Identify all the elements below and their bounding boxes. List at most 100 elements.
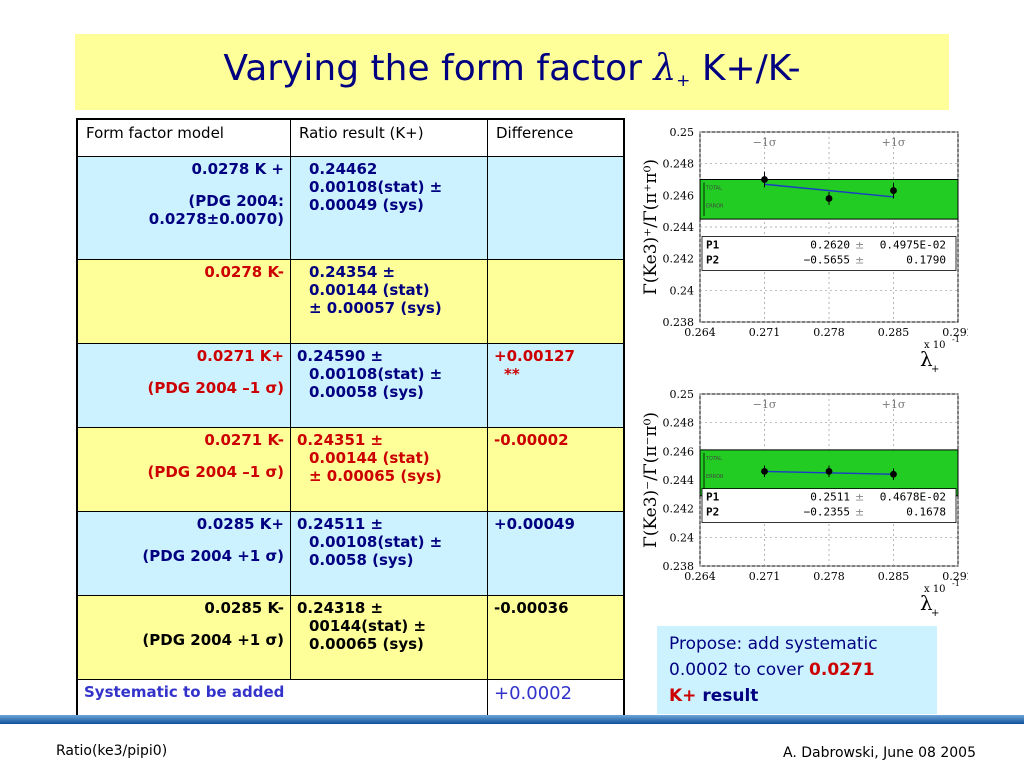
fit-param-name: P1	[706, 491, 720, 504]
model-note: (PDG 2004 +1 σ)	[142, 547, 284, 565]
y-tick-label: 0.248	[663, 417, 695, 430]
table-row: 0.0278 K- 0.24354 ±0.00144 (stat) ± 0.000…	[76, 259, 625, 344]
propose-line1: Propose: add systematic	[669, 634, 878, 654]
y-axis-label: Γ(Ke3)⁻/Γ(π⁻π⁰)	[641, 412, 661, 548]
x-tick-label: 0.292	[942, 570, 968, 583]
propose-line3-value: K+	[669, 686, 697, 706]
table-row: 0.0278 K + (PDG 2004: 0.0278±0.0070) 0.24…	[76, 156, 625, 260]
sigma-label: +1σ	[882, 398, 906, 411]
x-axis-label: λ	[920, 347, 933, 371]
x-tick-label: 0.264	[684, 326, 716, 339]
fit-param-error: 0.1790	[906, 254, 946, 267]
table-row: 0.0271 K+ (PDG 2004 –1 σ) 0.24590 ±0.0010…	[76, 343, 625, 428]
model-cell: 0.0285 K- (PDG 2004 +1 σ)	[76, 595, 291, 680]
ratio-sys: ± 0.00057 (sys)	[309, 299, 442, 317]
band-label: ERROR	[706, 474, 724, 480]
difference-cell: -0.00002	[487, 427, 625, 512]
model-value: 0.0271 K+	[196, 347, 284, 365]
ratio-sys: 0.00049 (sys)	[309, 196, 424, 214]
model-value: 0.0278 K-	[204, 263, 284, 281]
model-note: (PDG 2004 +1 σ)	[142, 631, 284, 649]
fit-param-name: P2	[706, 506, 719, 519]
fit-param-pm: ±	[855, 254, 864, 267]
model-value: 0.0278 K +	[191, 160, 284, 178]
sigma-label: −1σ	[753, 398, 777, 411]
difference-value: -0.00002	[494, 431, 569, 449]
fit-params-box	[701, 488, 957, 523]
y-axis-label: Γ(Ke3)⁺/Γ(π⁺π⁰)	[641, 159, 661, 295]
table-row: 0.0271 K- (PDG 2004 –1 σ) 0.24351 ±0.0014…	[76, 427, 625, 512]
fit-param-value: 0.2620	[810, 239, 850, 252]
fit-line	[764, 183, 894, 198]
x-multiplier-exp: -1	[952, 579, 960, 588]
y-tick-label: 0.244	[663, 221, 695, 234]
x-tick-label: 0.271	[749, 570, 781, 583]
fit-param-pm: ±	[855, 506, 864, 519]
model-cell: 0.0285 K+ (PDG 2004 +1 σ)	[76, 511, 291, 596]
y-tick-label: 0.25	[670, 126, 695, 139]
model-value: 0.0285 K-	[204, 599, 284, 617]
y-tick-label: 0.248	[663, 158, 695, 171]
x-tick-label: 0.285	[878, 326, 910, 339]
x-tick-label: 0.292	[942, 326, 968, 339]
kplus-ratio-plot: TOTAL ERROR −1σ +1σ P1 0.2620 ±0.4975E-02 P2 −0.…	[641, 126, 968, 375]
propose-line2-value: 0.0271	[809, 660, 875, 680]
band-label: TOTAL	[705, 456, 722, 462]
ratio-cell: 0.24511 ±0.00108(stat) ±0.0058 (sys)	[290, 511, 488, 596]
title-box: Varying the form factor λ+ K+/K-	[75, 34, 949, 110]
x-multiplier-exp: -1	[952, 335, 960, 344]
ratio-cell: 0.24318 ±00144(stat) ±0.00065 (sys)	[290, 595, 488, 680]
y-tick-label: 0.238	[663, 560, 695, 573]
fit-param-pm: ±	[855, 491, 864, 504]
x-tick-label: 0.264	[684, 570, 716, 583]
ratio-sys: 0.00058 (sys)	[309, 383, 424, 401]
difference-cell: -0.00036	[487, 595, 625, 680]
band-label: TOTAL	[705, 186, 722, 192]
difference-cell	[487, 156, 625, 260]
x-axis-label-sub: +	[931, 364, 939, 375]
header-ratio: Ratio result (K+)	[290, 118, 488, 157]
x-axis-label-sub: +	[931, 608, 939, 619]
x-tick-label: 0.278	[813, 570, 845, 583]
fit-param-error: 0.1678	[906, 506, 946, 519]
table-row: 0.0285 K- (PDG 2004 +1 σ) 0.24318 ±00144(…	[76, 595, 625, 680]
ratio-value: 0.24511 ±	[297, 515, 384, 533]
sigma-label: −1σ	[753, 136, 777, 149]
model-cell: 0.0271 K- (PDG 2004 –1 σ)	[76, 427, 291, 512]
fit-param-name: P2	[706, 254, 719, 267]
kminus-ratio-plot: TOTAL ERROR −1σ +1σ P1 0.2511 ±0.4678E-02 P2 −0.…	[641, 388, 968, 619]
y-tick-label: 0.24	[670, 531, 695, 544]
ratio-sys: ± 0.00065 (sys)	[309, 467, 442, 485]
ratio-value: 0.24318 ±	[297, 599, 384, 617]
band-label: ERROR	[706, 204, 724, 210]
propose-box: Propose: add systematic 0.0002 to cover …	[657, 626, 937, 714]
x-tick-label: 0.278	[813, 326, 845, 339]
title-tail: K+/K-	[690, 48, 801, 89]
model-value: 0.0285 K+	[196, 515, 284, 533]
ratio-value: 0.24462	[309, 160, 378, 178]
ratio-value: 0.24351 ±	[297, 431, 384, 449]
difference-cell: +0.00127 **	[487, 343, 625, 428]
ratio-stat: 00144(stat) ±	[309, 617, 427, 635]
difference-value: +0.00049	[494, 515, 575, 533]
ratio-value: 0.24354 ±	[309, 263, 396, 281]
footer-left: Ratio(ke3/pipi0)	[56, 743, 168, 759]
x-axis-label: λ	[920, 591, 933, 615]
y-tick-label: 0.246	[663, 189, 695, 202]
model-cell: 0.0271 K+ (PDG 2004 –1 σ)	[76, 343, 291, 428]
ratio-cell: 0.24354 ±0.00144 (stat) ± 0.00057 (sys)	[290, 259, 488, 344]
ratio-cell: 0.24462 0.00108(stat) ±0.00049 (sys)	[290, 156, 488, 260]
x-multiplier: x 10	[924, 340, 946, 351]
propose-line2-text: 0.0002 to cover	[669, 660, 810, 680]
fit-param-pm: ±	[855, 239, 864, 252]
systematic-value: +0.0002	[487, 679, 625, 716]
ratio-stat: 0.00144 (stat)	[309, 281, 430, 299]
y-tick-label: 0.246	[663, 445, 695, 458]
x-tick-label: 0.271	[749, 326, 781, 339]
footer-right: A. Dabrowski, June 08 2005	[783, 745, 976, 761]
difference-value: -0.00036	[494, 599, 569, 617]
title-sub: +	[676, 71, 691, 91]
fit-param-error: 0.4678E-02	[880, 491, 946, 504]
fit-param-name: P1	[706, 239, 720, 252]
data-point	[890, 470, 897, 478]
